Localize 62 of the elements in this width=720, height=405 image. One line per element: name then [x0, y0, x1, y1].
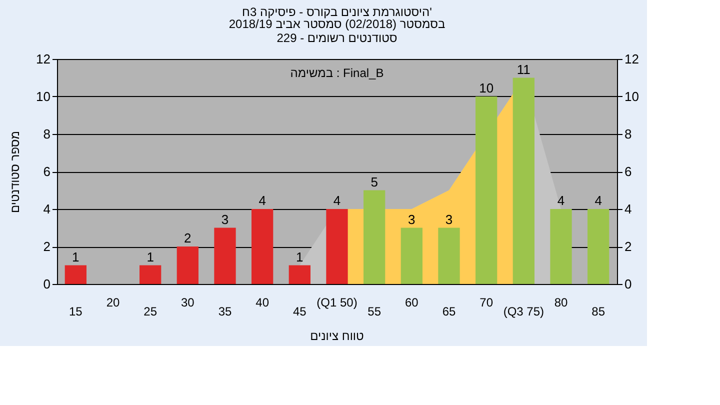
y2-tick-label: 8 — [624, 126, 632, 142]
chart-title: היסטוגרמת ציונים בקורס - פיסיקה 3ח' — [242, 5, 432, 19]
data-label: 4 — [557, 193, 565, 208]
y-tick-label: 6 — [43, 164, 50, 179]
bar — [326, 209, 348, 284]
chart-subtitle: בסמסטר (02/2018) סמסטר אביב 2018/19 סטודנטים רשומים - 229 — [228, 17, 446, 45]
y-tick-label: 2 — [43, 239, 50, 254]
data-label: 4 — [333, 193, 341, 208]
x-tick-label: 20 — [106, 296, 120, 310]
bar — [588, 209, 610, 284]
x-tick-label: 35 — [218, 304, 232, 318]
x-tick-label: 15 — [68, 304, 83, 318]
x-tick-label: 55 — [368, 304, 382, 318]
bar — [140, 265, 162, 284]
y-axis-title: מספר סטודנטים — [8, 130, 22, 214]
x-tick-label: 65 — [442, 304, 456, 318]
bar — [512, 78, 534, 284]
x-tick-label: 80 — [554, 296, 568, 310]
data-label: 4 — [258, 193, 266, 208]
y2-tick-label: 12 — [624, 52, 639, 66]
x-tick-label: 85 — [592, 304, 606, 318]
y-tick-label: 0 — [43, 276, 50, 292]
bar — [364, 190, 386, 284]
bar — [550, 209, 572, 284]
bar — [176, 246, 198, 284]
data-label: 2 — [184, 230, 192, 246]
data-label: 3 — [408, 212, 416, 227]
annotation: במשימה : Final_B — [290, 66, 384, 80]
y2-tick-label: 4 — [624, 202, 632, 216]
y2-tick-label: 6 — [624, 164, 632, 179]
x-tick-label: (Q3 75) — [503, 304, 544, 318]
x-axis-title: טווח ציונים — [310, 329, 364, 343]
x-tick-label: 40 — [256, 296, 270, 310]
bar — [64, 265, 86, 284]
x-tick-label: 70 — [480, 296, 494, 310]
data-label: 4 — [594, 193, 602, 208]
data-label: 1 — [146, 249, 154, 264]
y2-tick-label: 2 — [624, 239, 632, 254]
bar — [476, 96, 498, 284]
data-label: 3 — [445, 212, 453, 227]
data-label: 5 — [370, 174, 378, 190]
y2-tick-label: 0 — [624, 276, 632, 292]
y-tick-label: 8 — [43, 126, 50, 142]
y2-tick-label: 10 — [624, 89, 639, 104]
bar — [252, 209, 274, 284]
x-tick-label: (Q1 50) — [316, 296, 358, 310]
data-label: 10 — [479, 80, 494, 96]
x-tick-label: 25 — [144, 304, 158, 318]
bar — [400, 228, 422, 284]
x-tick-label: 30 — [180, 296, 195, 310]
y-tick-label: 12 — [36, 52, 50, 66]
bar — [438, 228, 460, 284]
bar — [288, 265, 310, 284]
x-tick-label: 45 — [292, 304, 307, 318]
data-label: 3 — [221, 212, 229, 227]
y-tick-label: 4 — [43, 202, 50, 216]
bar — [214, 228, 236, 284]
data-label: 1 — [296, 249, 304, 264]
data-label: 11 — [516, 62, 530, 77]
y-tick-label: 10 — [36, 89, 50, 104]
x-tick-label: 60 — [404, 296, 419, 310]
data-label: 1 — [72, 249, 80, 264]
